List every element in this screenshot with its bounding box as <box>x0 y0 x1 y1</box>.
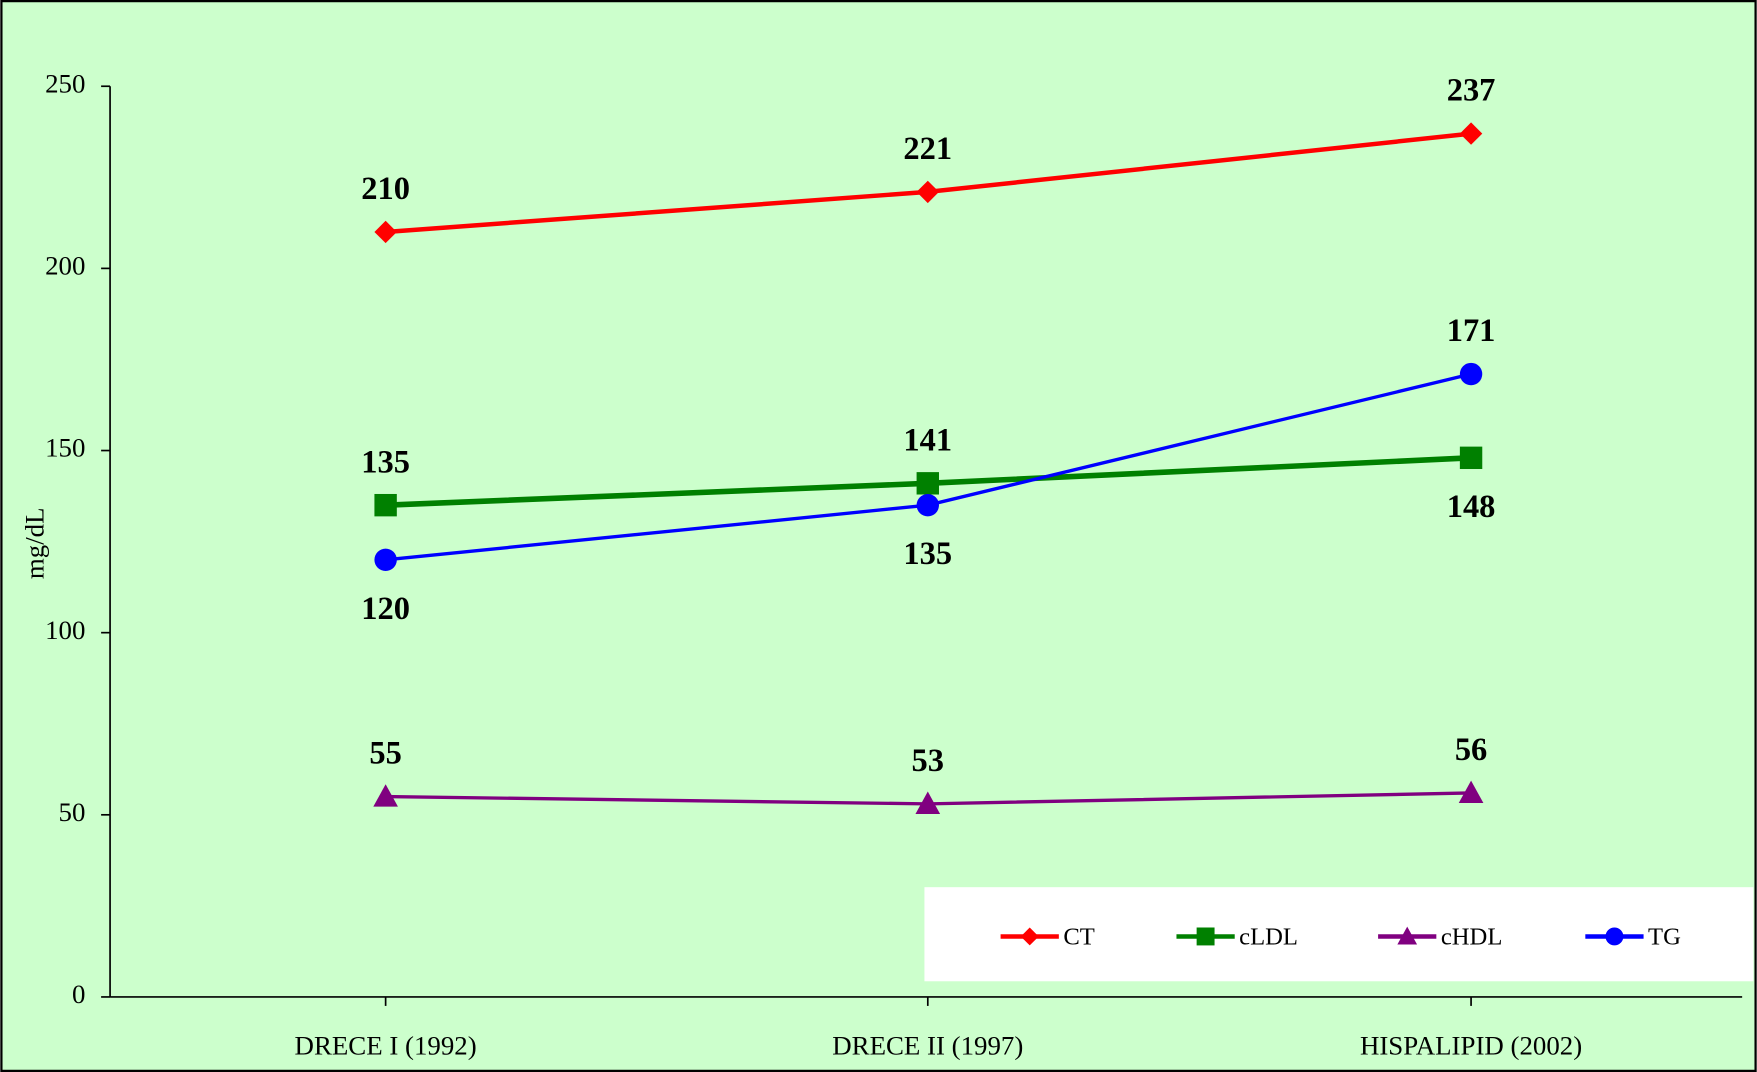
data-label: 141 <box>903 422 952 458</box>
data-point <box>374 548 397 572</box>
data-point <box>915 791 941 814</box>
x-tick-label: DRECE I (1992) <box>295 1031 477 1061</box>
data-point <box>1459 362 1483 386</box>
legend-marker <box>1020 927 1039 946</box>
data-label: 221 <box>903 131 952 167</box>
legend-label: CT <box>1063 923 1094 950</box>
data-point <box>1459 446 1483 470</box>
data-label: 53 <box>912 743 944 779</box>
data-point <box>374 220 397 244</box>
data-label: 135 <box>903 536 952 572</box>
legend-marker <box>1196 927 1215 946</box>
data-label: 210 <box>361 171 410 207</box>
x-tick-label: HISPALIPID (2002) <box>1360 1031 1582 1061</box>
y-tick-label: 100 <box>45 615 85 645</box>
data-point <box>916 493 939 517</box>
data-point <box>1459 122 1483 145</box>
data-label: 171 <box>1447 313 1496 349</box>
data-label: 148 <box>1447 489 1496 525</box>
data-point <box>1458 780 1484 804</box>
y-tick-label: 50 <box>59 797 86 827</box>
data-label: 135 <box>361 444 410 480</box>
legend-marker <box>1397 926 1418 945</box>
data-label: 55 <box>369 736 401 772</box>
x-tick-label: DRECE II (1997) <box>832 1031 1023 1061</box>
data-point <box>373 784 398 807</box>
y-axis-label: mg/dL <box>19 507 49 579</box>
y-tick-label: 250 <box>45 68 85 98</box>
y-tick-label: 150 <box>45 433 85 463</box>
legend-marker <box>1605 927 1624 946</box>
y-tick-label: 200 <box>45 251 85 281</box>
legend-label: TG <box>1648 923 1681 950</box>
data-point <box>374 493 397 517</box>
legend-label: cHDL <box>1441 923 1503 950</box>
data-point <box>916 472 939 495</box>
legend-label: cLDL <box>1239 923 1298 950</box>
data-label: 237 <box>1447 73 1496 109</box>
y-tick-label: 0 <box>72 979 85 1009</box>
data-label: 56 <box>1455 732 1487 768</box>
data-label: 120 <box>361 591 410 627</box>
